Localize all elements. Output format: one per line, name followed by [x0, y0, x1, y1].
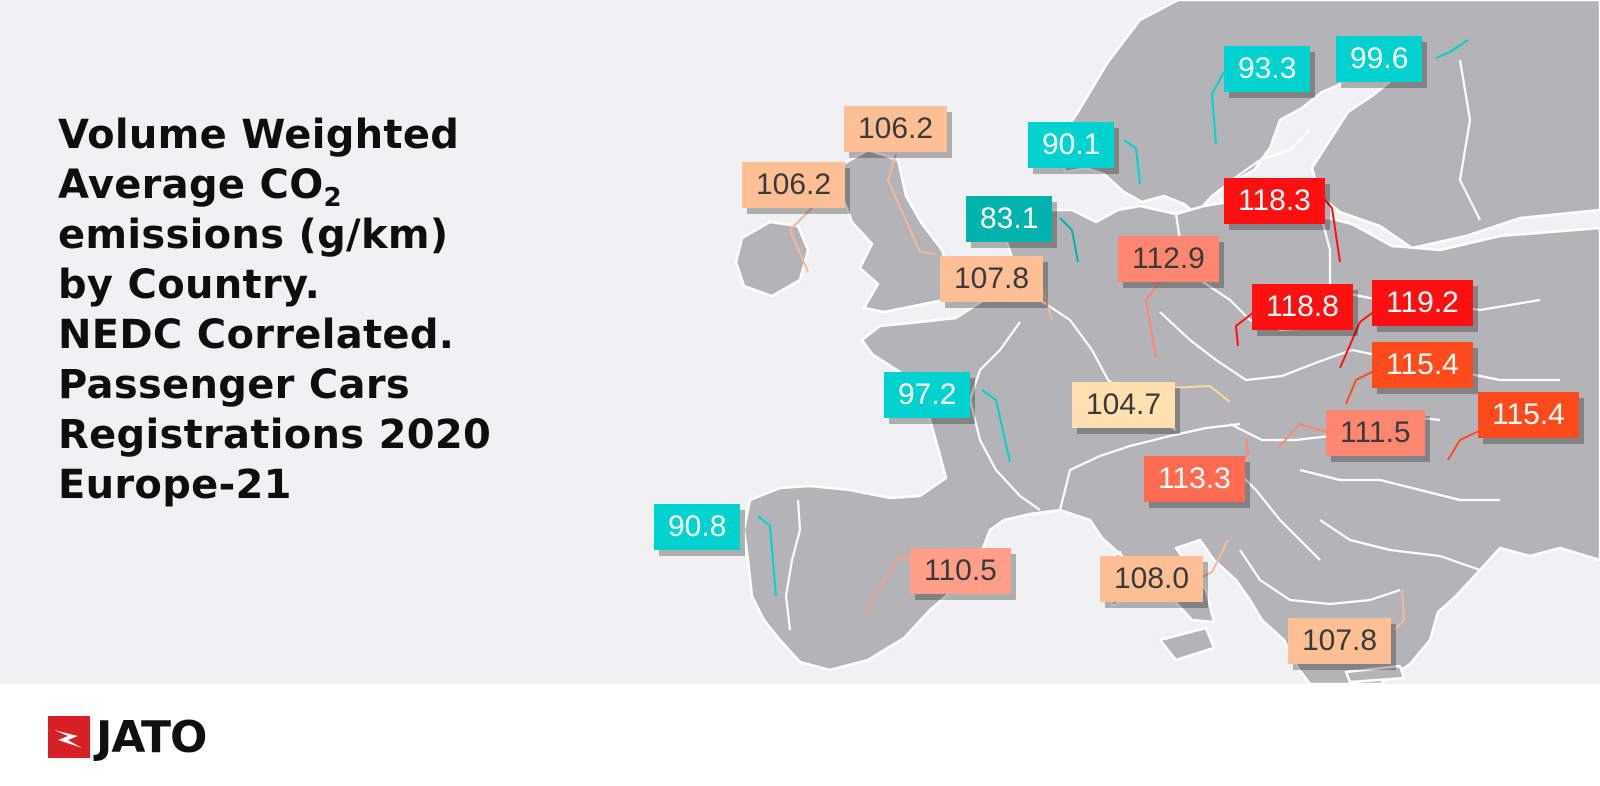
label-hungary: 115.4 — [1372, 342, 1473, 388]
label-spain: 110.5 — [910, 548, 1011, 594]
leader-netherlands — [1059, 217, 1079, 263]
label-france: 97.2 — [884, 372, 971, 418]
label-netherlands: 83.1 — [966, 196, 1053, 242]
title-line-2-text: Average CO — [58, 162, 324, 208]
label-portugal: 90.8 — [654, 504, 741, 550]
label-croatia: 111.5 — [1326, 410, 1425, 456]
title-line-7: Registrations 2020 — [58, 412, 492, 458]
label-ireland: 106.2 — [742, 162, 846, 208]
footer — [0, 684, 1600, 786]
leader-ireland — [788, 207, 813, 273]
leader-czechia — [1234, 311, 1255, 347]
leader-sweden — [1210, 71, 1225, 145]
label-sweden: 93.3 — [1224, 46, 1311, 92]
leader-greece — [1393, 589, 1406, 631]
label-slovenia: 113.3 — [1144, 456, 1245, 502]
label-romania: 115.4 — [1478, 392, 1579, 438]
leader-denmark — [1123, 139, 1141, 185]
title-line-8: Europe-21 — [58, 462, 292, 508]
leader-france — [981, 389, 1011, 463]
title-line-4: by Country. — [58, 262, 321, 308]
label-denmark: 90.1 — [1028, 122, 1115, 168]
leader-austria — [1167, 384, 1231, 403]
title-line-3: emissions (g/km) — [58, 212, 449, 258]
leader-hungary — [1345, 369, 1377, 405]
map-stage: Volume Weighted Average CO2 emissions (g… — [0, 0, 1600, 684]
leader-germany — [1144, 281, 1161, 359]
label-slovakia: 119.2 — [1372, 280, 1473, 326]
land-ireland — [734, 220, 810, 298]
label-czechia: 118.8 — [1252, 284, 1353, 330]
label-italy: 108.0 — [1100, 556, 1204, 602]
title-line-2-subscript: 2 — [323, 183, 342, 213]
leader-slovakia — [1339, 309, 1377, 369]
label-finland: 99.6 — [1336, 36, 1423, 82]
label-greece: 107.8 — [1288, 618, 1392, 664]
leader-uk — [886, 153, 937, 255]
land-crete — [1344, 664, 1406, 684]
leader-croatia — [1277, 422, 1327, 449]
title-line-2: Average CO2 — [58, 160, 491, 213]
title-line-1: Volume Weighted — [58, 112, 460, 158]
label-poland: 118.3 — [1224, 178, 1325, 224]
logo-text: JATO — [96, 711, 207, 763]
jato-flag-icon — [48, 716, 90, 758]
leader-finland — [1435, 39, 1469, 59]
label-belgium: 107.8 — [940, 256, 1044, 302]
jato-logo: JATO — [48, 711, 207, 763]
label-germany: 112.9 — [1118, 236, 1219, 282]
label-austria: 104.7 — [1072, 382, 1176, 428]
title-line-6: Passenger Cars — [58, 362, 410, 408]
title-line-5: NEDC Correlated. — [58, 312, 455, 358]
chart-title: Volume Weighted Average CO2 emissions (g… — [58, 110, 491, 510]
leader-portugal — [757, 515, 777, 597]
land-great-britain — [834, 148, 952, 314]
label-uk: 106.2 — [844, 106, 948, 152]
